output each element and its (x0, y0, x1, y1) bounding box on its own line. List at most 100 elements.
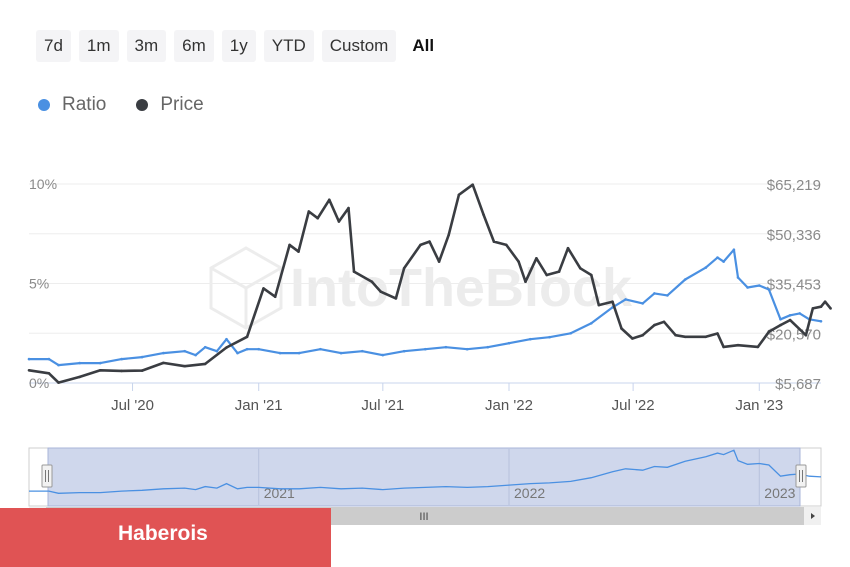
scrollbar-grip-icon: III (419, 511, 428, 523)
price-point (716, 332, 719, 335)
range-7d-button[interactable]: 7d (36, 30, 71, 62)
y-right-tick-label: $65,219 (767, 177, 821, 194)
ratio-point (465, 347, 469, 351)
ratio-point (402, 349, 406, 353)
price-point (288, 243, 291, 247)
ratio-point (722, 260, 725, 263)
ratio-point (548, 335, 551, 339)
price-point (120, 369, 123, 373)
ratio-point (236, 351, 239, 355)
y-right-tick-label: $50,336 (767, 227, 821, 244)
range-1y-button[interactable]: 1y (221, 30, 256, 62)
legend-label-price: Price (160, 94, 204, 115)
price-point (597, 303, 601, 307)
ratio-point (361, 349, 364, 353)
ratio-point (444, 345, 448, 349)
y-left-tick-label: 0% (29, 375, 49, 391)
price-point (402, 267, 406, 270)
range-6m-button[interactable]: 6m (174, 30, 214, 62)
ratio-point (746, 286, 749, 289)
price-point (517, 260, 520, 263)
ratio-point (183, 349, 186, 353)
price-point (78, 375, 81, 379)
price-point (162, 361, 165, 365)
legend-item-price[interactable]: Price (136, 94, 204, 116)
price-point (27, 369, 31, 372)
ratio-point (257, 347, 261, 351)
ratio-point (590, 322, 593, 325)
price-point (804, 333, 808, 337)
price-point (674, 333, 677, 337)
price-point (57, 381, 60, 384)
ratio-point (666, 294, 669, 297)
navigator-right-handle[interactable] (795, 464, 807, 488)
price-point (492, 240, 496, 243)
legend-label-ratio: Ratio (62, 94, 107, 115)
price-point (394, 297, 398, 300)
price-point (590, 273, 593, 277)
navigator-year-label: 2022 (514, 485, 545, 501)
price-point (262, 287, 265, 290)
ratio-point (716, 256, 719, 259)
price-point (352, 270, 356, 273)
ratio-point (529, 337, 532, 341)
ratio-point (245, 347, 249, 351)
ratio-point (758, 284, 761, 287)
range-1m-button[interactable]: 1m (78, 30, 119, 62)
y-left-tick-label: 10% (29, 176, 57, 192)
watermark: IntoTheBlock (209, 246, 633, 330)
y-left-tick-label: 5% (29, 276, 49, 292)
ratio-point (339, 351, 343, 355)
price-point (505, 243, 508, 247)
ratio-point (624, 298, 627, 301)
price-point (535, 257, 538, 260)
range-custom-button[interactable]: Custom (321, 30, 397, 62)
price-point (47, 372, 51, 375)
ratio-point (736, 276, 740, 279)
price-point (662, 320, 666, 324)
price-dot-icon (136, 99, 149, 111)
price-point (579, 267, 582, 270)
ratio-point (819, 320, 823, 323)
ratio-point (120, 357, 123, 361)
x-tick-label: Jul '22 (612, 397, 655, 414)
ratio-point (507, 341, 511, 345)
price-point (273, 295, 277, 299)
ratio-point (278, 351, 282, 355)
price-point (437, 260, 441, 263)
price-point (641, 333, 644, 337)
navigator-left-handle[interactable] (41, 464, 53, 488)
ratio-point (162, 351, 165, 355)
price-point (183, 364, 186, 368)
range-ytd-button[interactable]: YTD (263, 30, 314, 62)
x-tick-label: Jul '20 (111, 397, 154, 414)
price-point (225, 346, 228, 349)
ratio-point (99, 361, 102, 365)
range-all-button[interactable]: All (412, 36, 435, 55)
watermark-text: IntoTheBlock (290, 258, 633, 318)
ratio-point (47, 357, 51, 361)
ratio-point (732, 248, 736, 251)
price-point (419, 243, 422, 247)
price-point (140, 369, 144, 372)
price-point (471, 183, 475, 186)
price-point (788, 318, 792, 322)
ratio-point (653, 292, 656, 295)
ratio-point (215, 349, 219, 353)
price-point (611, 300, 614, 304)
navigator-selected-range[interactable] (47, 447, 801, 507)
ratio-point (704, 266, 708, 269)
price-point (245, 335, 249, 339)
legend-item-ratio[interactable]: Ratio (38, 94, 106, 116)
ratio-point (683, 278, 687, 281)
navigator: 2021 2022 2023 (28, 447, 822, 507)
scroll-right-arrow-icon[interactable] (811, 513, 815, 519)
range-3m-button[interactable]: 3m (126, 30, 167, 62)
ratio-point (381, 353, 385, 357)
price-point (524, 280, 527, 284)
price-point (370, 280, 374, 284)
price-point (653, 323, 656, 327)
price-point (482, 213, 485, 217)
price-point (557, 270, 561, 273)
price-point (545, 273, 548, 277)
